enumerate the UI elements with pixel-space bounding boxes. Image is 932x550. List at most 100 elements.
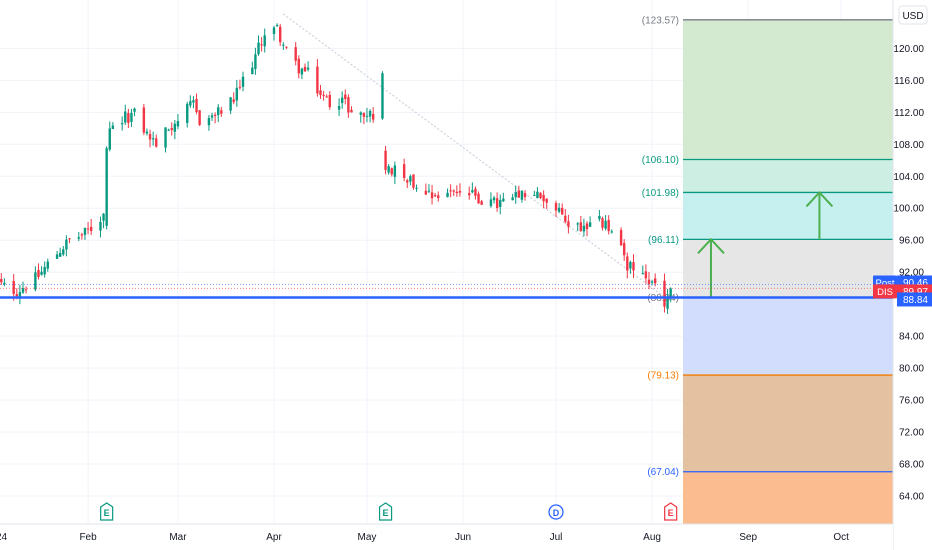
candle-up xyxy=(557,207,561,212)
candle-down xyxy=(663,280,666,307)
time-tick-label: May xyxy=(358,532,377,543)
fib-level-label: (106.10) xyxy=(642,155,679,166)
candle-up xyxy=(393,165,397,177)
candle-down xyxy=(344,94,347,99)
candle-down xyxy=(468,193,471,196)
candle-up xyxy=(65,239,68,250)
price-badge-value: 88.84 xyxy=(903,295,928,306)
arrow-head xyxy=(697,237,725,255)
candle-up xyxy=(502,198,505,202)
price-tick-label: 116.00 xyxy=(894,76,924,87)
candle-up xyxy=(666,296,669,309)
candle-down xyxy=(449,190,452,192)
support-line[interactable] xyxy=(0,284,893,299)
candle-up xyxy=(387,166,390,173)
candle-down xyxy=(458,190,462,193)
candle-up xyxy=(3,282,6,285)
candle-down xyxy=(260,44,263,46)
price-tick-label: 112.00 xyxy=(894,108,924,119)
candle-down xyxy=(294,47,297,61)
price-tick-label: 76.00 xyxy=(899,396,924,407)
candle-up xyxy=(111,125,115,129)
candle-up xyxy=(83,227,87,235)
candle-up xyxy=(471,190,474,193)
fib-zone xyxy=(683,375,896,472)
fib-zones xyxy=(683,19,896,524)
candle-up xyxy=(365,115,369,117)
time-tick-label: Sep xyxy=(739,532,757,543)
candle-down xyxy=(325,96,328,98)
candle-up xyxy=(251,67,254,75)
candle-up xyxy=(210,115,214,118)
time-tick-label: Aug xyxy=(643,532,661,543)
candle-down xyxy=(279,26,282,43)
candle-up xyxy=(108,128,111,150)
time-tick-label: 2024 xyxy=(0,532,8,543)
candle-up xyxy=(145,131,149,134)
candle-down xyxy=(303,66,307,72)
candle-down xyxy=(644,271,648,279)
candle-up xyxy=(533,195,536,197)
currency-button-bg[interactable] xyxy=(898,5,928,25)
candles xyxy=(0,23,672,314)
earnings-marker[interactable] xyxy=(664,502,678,521)
candle-up xyxy=(446,192,449,198)
candle-down xyxy=(433,195,437,197)
dividend-marker[interactable] xyxy=(548,504,564,520)
candle-up xyxy=(18,292,22,298)
candle-down xyxy=(430,192,434,199)
candle-down xyxy=(350,109,353,113)
candle-up xyxy=(43,267,46,275)
candle-up xyxy=(173,123,177,132)
candle-up xyxy=(99,221,102,231)
candle-down xyxy=(155,138,158,147)
candle-down xyxy=(632,262,635,271)
candle-down xyxy=(37,269,40,278)
candle-up xyxy=(102,213,105,221)
candle-down xyxy=(564,215,567,222)
candle-up xyxy=(337,106,341,110)
candle-up xyxy=(120,123,124,125)
candle-up xyxy=(257,42,260,55)
candle-down xyxy=(220,110,223,114)
candle-down xyxy=(412,174,415,188)
candle-up xyxy=(499,200,502,207)
fib-level-label: (96.11) xyxy=(648,235,679,246)
candle-up xyxy=(192,100,195,103)
candle-up xyxy=(55,254,59,259)
candle-up xyxy=(582,225,586,232)
fib-zone xyxy=(683,471,896,524)
candle-down xyxy=(316,66,319,94)
candle-up xyxy=(340,97,344,104)
candle-down xyxy=(452,190,455,192)
price-tick-label: 72.00 xyxy=(899,428,924,439)
candle-up xyxy=(275,25,279,27)
candle-up xyxy=(576,223,579,225)
price-tick-label: 100.00 xyxy=(893,204,924,215)
candle-down xyxy=(545,198,548,203)
candle-up xyxy=(368,110,372,117)
candle-up xyxy=(641,273,644,275)
time-axis-bg xyxy=(0,524,893,550)
candle-down xyxy=(474,188,477,196)
candle-down xyxy=(437,195,440,199)
time-tick-label: Jun xyxy=(455,532,471,543)
candle-down xyxy=(523,193,527,197)
candle-up xyxy=(427,190,431,192)
fib-zone xyxy=(683,297,896,376)
candle-up xyxy=(492,197,496,201)
time-axis[interactable]: 2024 Feb Mar Apr May Jun Jul Aug Sep Oct xyxy=(0,523,893,550)
price-tick-label: 68.00 xyxy=(899,460,924,471)
time-tick-label: Oct xyxy=(833,532,849,543)
event-marker-letter: D xyxy=(553,508,560,518)
earnings-marker[interactable] xyxy=(378,502,393,521)
price-axis[interactable]: 120.00 116.00 112.00 108.00 104.00 100.00 96.0… xyxy=(892,0,932,550)
fib-zone xyxy=(683,159,896,193)
currency-button[interactable]: USD xyxy=(898,5,928,25)
candle-down xyxy=(619,229,623,246)
currency-button-label[interactable]: USD xyxy=(902,11,923,22)
time-tick-label: Feb xyxy=(79,532,97,543)
earnings-marker[interactable] xyxy=(100,502,114,521)
candle-up xyxy=(604,220,607,229)
